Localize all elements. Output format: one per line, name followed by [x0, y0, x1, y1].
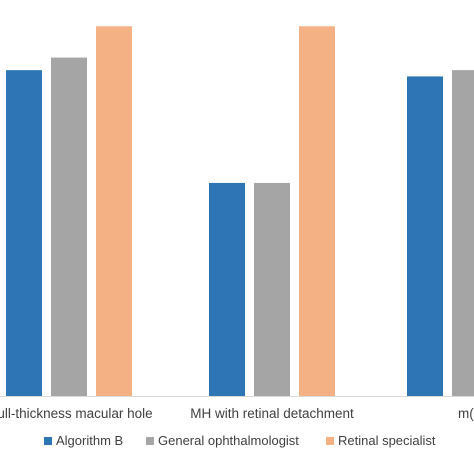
legend-swatch-algorithm-b — [44, 437, 52, 445]
legend-label-general-ophthalmologist: General ophthalmologist — [158, 433, 299, 448]
bar-general-ophthalmologist-1 — [51, 57, 87, 396]
bar-algorithm-b-3 — [407, 76, 443, 397]
legend-swatch-retinal-specialist — [326, 437, 334, 445]
bar-general-ophthalmologist-2 — [254, 182, 290, 396]
category-label-2: MH with retinal detachment — [190, 406, 354, 421]
legend-swatch-general-ophthalmologist — [146, 437, 154, 445]
legend-label-algorithm-b: Algorithm B — [56, 433, 123, 448]
bar-general-ophthalmologist-3 — [452, 70, 474, 396]
category-label-3: m( — [458, 406, 474, 421]
bar-algorithm-b-2 — [209, 182, 245, 396]
bar-retinal-specialist-2 — [299, 26, 335, 397]
bars-group — [6, 26, 474, 397]
legend: Algorithm B General ophthalmologist Reti… — [44, 433, 436, 448]
legend-label-retinal-specialist: Retinal specialist — [338, 433, 436, 448]
category-label-1: ull-thickness macular hole — [0, 406, 153, 421]
category-labels: ull-thickness macular hole MH with retin… — [0, 406, 474, 421]
bar-retinal-specialist-1 — [96, 26, 132, 397]
bar-algorithm-b-1 — [6, 70, 42, 396]
